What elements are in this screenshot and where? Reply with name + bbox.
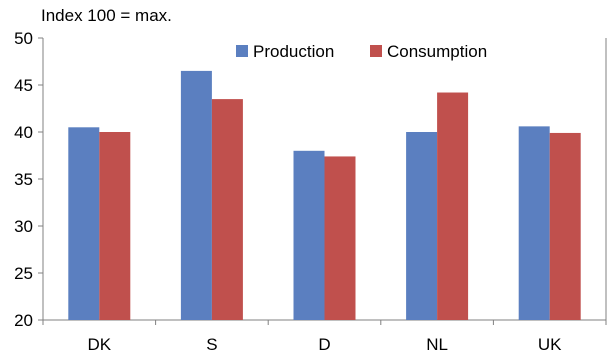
y-tick-label: 45 [14, 76, 33, 95]
bar-production-uk [518, 126, 550, 320]
bars [68, 70, 581, 321]
x-axis: DK S D NL UK [42, 319, 607, 354]
legend-swatch-consumption [370, 45, 382, 57]
x-tick-label: S [206, 335, 217, 354]
y-tick-label: 40 [14, 123, 33, 142]
y-tick-label: 25 [14, 264, 33, 283]
legend-label-consumption: Consumption [387, 42, 487, 61]
bar-consumption-d [324, 156, 356, 320]
bar-consumption-s [211, 99, 243, 320]
bar-production-d [293, 150, 325, 320]
bar-consumption-uk [549, 132, 581, 320]
bar-production-dk [68, 127, 100, 320]
y-tick-label: 30 [14, 217, 33, 236]
y-tick-label: 50 [14, 29, 33, 48]
x-tick-label: NL [426, 335, 448, 354]
y-tick-label: 20 [14, 311, 33, 330]
x-tick-label: UK [538, 335, 562, 354]
y-tick-label: 35 [14, 170, 33, 189]
x-tick-label: D [318, 335, 330, 354]
bar-production-s [180, 70, 212, 321]
bar-consumption-nl [437, 92, 469, 321]
chart-subtitle: Index 100 = max. [41, 6, 172, 25]
bar-production-nl [406, 132, 438, 320]
y-axis: 20 25 30 35 40 45 50 [14, 29, 607, 330]
legend: Production Consumption [236, 42, 487, 61]
bar-consumption-dk [99, 132, 131, 320]
x-tick-label: DK [87, 335, 111, 354]
legend-label-production: Production [253, 42, 334, 61]
legend-swatch-production [236, 45, 248, 57]
